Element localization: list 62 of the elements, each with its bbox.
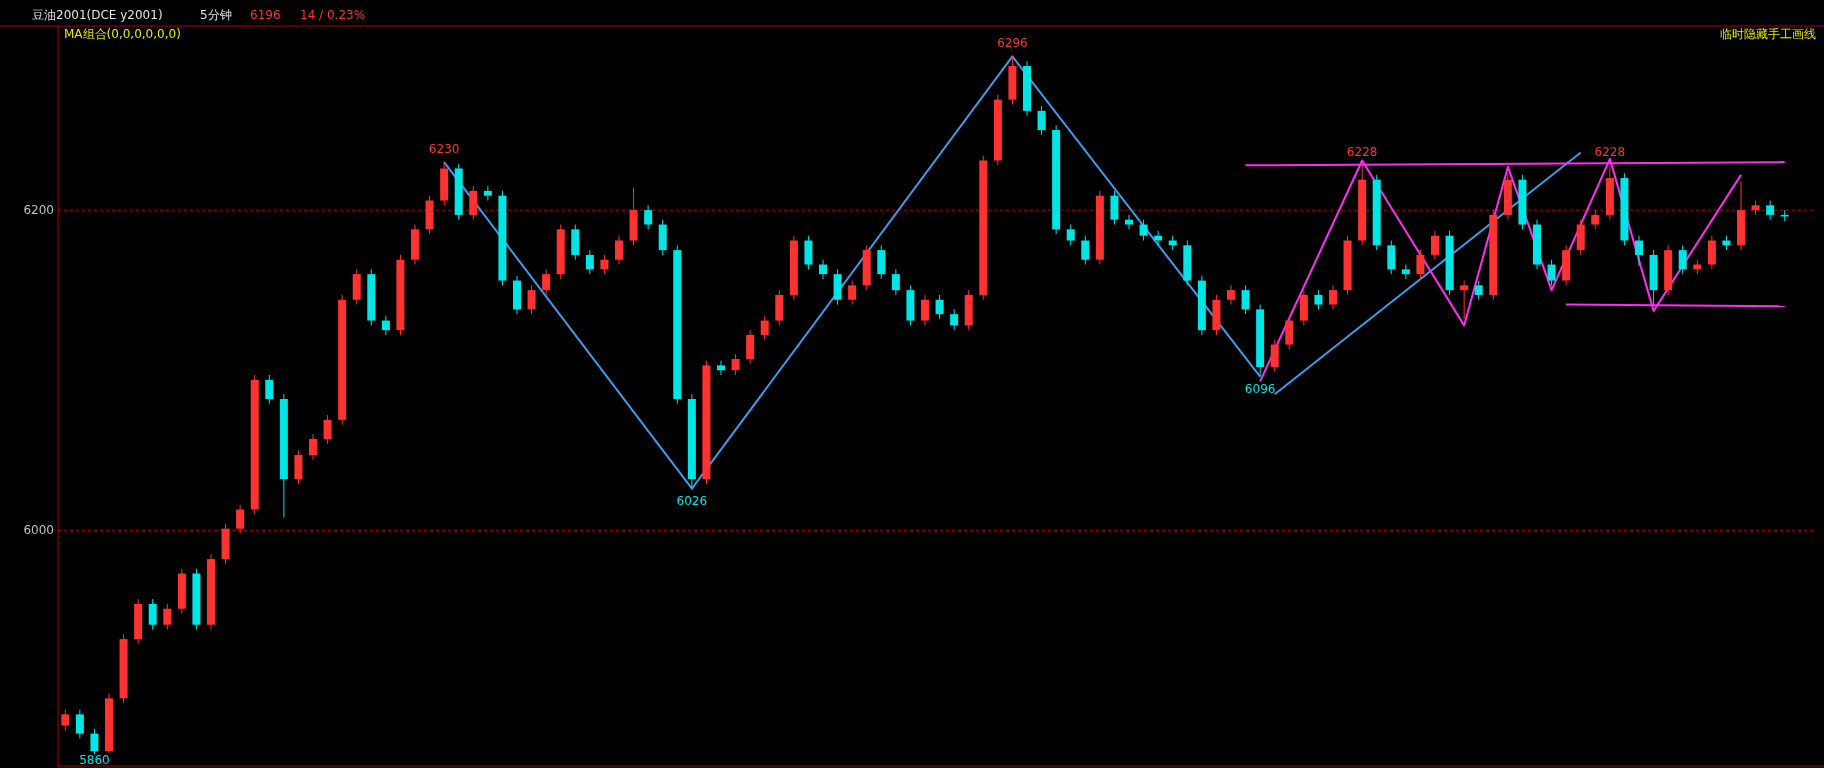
candlestick (614, 235, 624, 266)
candlestick (760, 315, 769, 341)
candlestick (891, 268, 900, 296)
chart-subtitle: 5分钟 (200, 8, 232, 22)
candlestick (1766, 199, 1775, 221)
candlestick (1474, 280, 1483, 301)
candlestick (585, 249, 594, 275)
candlestick (148, 598, 157, 631)
candlestick (1328, 284, 1337, 310)
candlestick (1037, 105, 1046, 136)
candlestick (1154, 230, 1163, 246)
candlestick (1066, 224, 1075, 246)
annotation: 临时隐藏手工画线 (1720, 27, 1816, 41)
candlestick (950, 308, 959, 331)
candlestick (1124, 214, 1133, 230)
candlestick (236, 504, 245, 534)
candlestick (1634, 235, 1643, 267)
candlestick (1226, 284, 1235, 306)
annotation: 6096 (1244, 381, 1276, 396)
candlestick (600, 254, 609, 275)
text: 6196 (250, 8, 281, 22)
candlestick (1547, 259, 1556, 286)
candlestick (542, 268, 551, 296)
candlestick (731, 353, 740, 376)
candlestick (265, 374, 274, 405)
candlestick (848, 280, 857, 306)
candlestick (1081, 235, 1090, 266)
annotation: 6296 (997, 36, 1028, 51)
candlestick (1678, 244, 1687, 275)
candlestick (527, 284, 536, 315)
candlestick (483, 185, 492, 201)
candlestick (1401, 264, 1410, 280)
text: 14 / 0.23% (300, 8, 366, 22)
annotation: 6230 (428, 142, 460, 157)
candlestick (1460, 280, 1469, 320)
candlestick (1241, 284, 1250, 315)
candlestick (1270, 339, 1279, 373)
candlestick (716, 360, 726, 376)
y-tick-label: 6000 (23, 523, 54, 538)
candlestick (935, 294, 944, 320)
annotation: 6228 (1346, 145, 1378, 160)
candlestick (920, 294, 930, 326)
candlestick (75, 709, 84, 739)
candlestick (381, 315, 390, 336)
candlestick (1139, 219, 1148, 242)
candlestick (163, 603, 172, 631)
candlestick (61, 709, 70, 731)
annotation: 6228 (1594, 145, 1626, 160)
y-tick-label: 6200 (23, 203, 54, 218)
candlestick (90, 728, 99, 755)
candlestick (818, 259, 828, 280)
annotation: 6026 (676, 493, 708, 508)
candlestick (1430, 230, 1439, 261)
candlestick (1416, 249, 1425, 280)
candlestick (1591, 209, 1600, 230)
chart-title: 豆油2001(DCE y2001) (32, 8, 163, 22)
candlestick (323, 414, 332, 445)
candlestick (644, 204, 653, 230)
candlestick (308, 433, 318, 461)
candlestick (1314, 289, 1323, 310)
annotation: MA组合(0,0,0,0,0,0) (64, 27, 181, 41)
annotation: 5860 (79, 753, 110, 767)
